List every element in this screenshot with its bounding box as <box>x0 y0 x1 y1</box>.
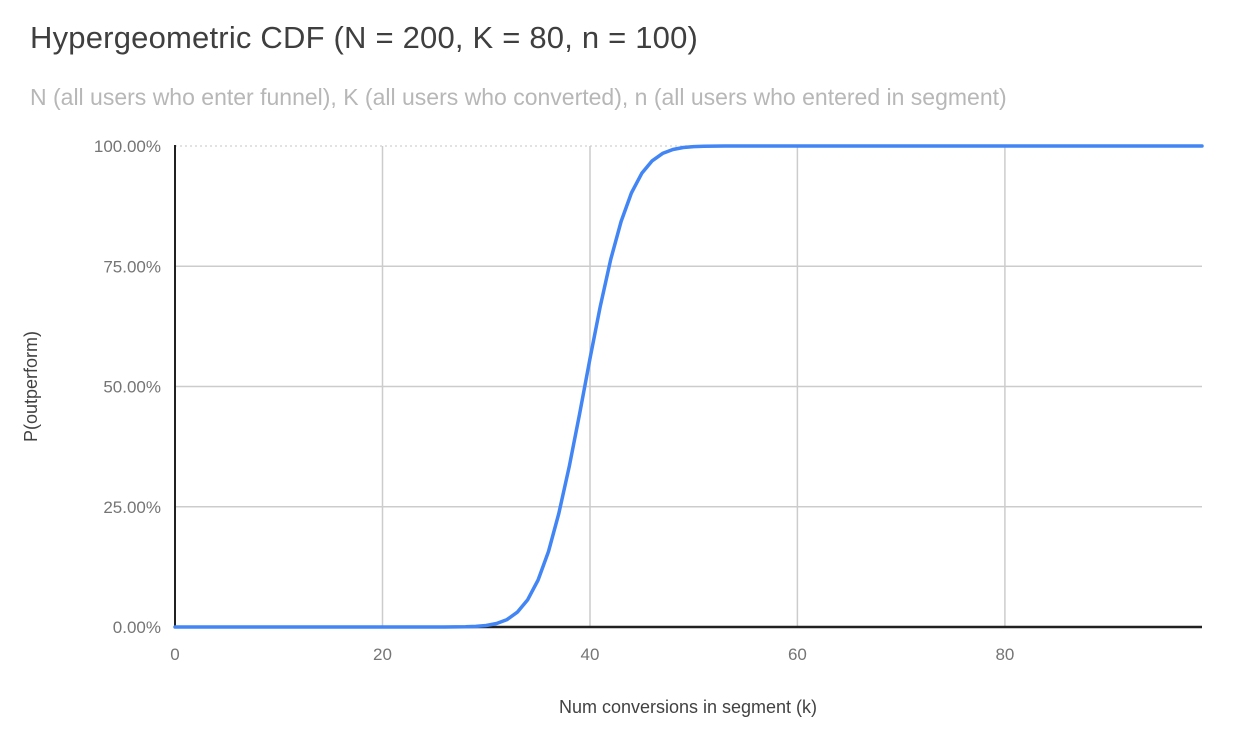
y-tick-50: 50.00% <box>103 378 161 397</box>
x-tick-20: 20 <box>373 645 392 664</box>
y-tick-25: 25.00% <box>103 498 161 517</box>
y-tick-100: 100.00% <box>94 137 161 156</box>
chart-subtitle: N (all users who enter funnel), K (all u… <box>30 84 1007 110</box>
x-axis-title: Num conversions in segment (k) <box>559 697 817 717</box>
cdf-line <box>173 144 1204 629</box>
y-axis-title: P(outperform) <box>21 331 41 442</box>
chart-title: Hypergeometric CDF (N = 200, K = 80, n =… <box>30 20 699 55</box>
x-tick-40: 40 <box>581 645 600 664</box>
horizontal-gridlines <box>175 145 1202 508</box>
y-tick-labels: 0.00% 25.00% 50.00% 75.00% 100.00% <box>94 137 161 637</box>
vertical-gridlines <box>381 146 1006 627</box>
x-tick-0: 0 <box>170 645 179 664</box>
y-tick-75: 75.00% <box>103 257 161 276</box>
x-tick-labels: 0 20 40 60 80 <box>170 645 1014 664</box>
x-tick-60: 60 <box>788 645 807 664</box>
y-tick-0: 0.00% <box>113 618 161 637</box>
x-tick-80: 80 <box>995 645 1014 664</box>
